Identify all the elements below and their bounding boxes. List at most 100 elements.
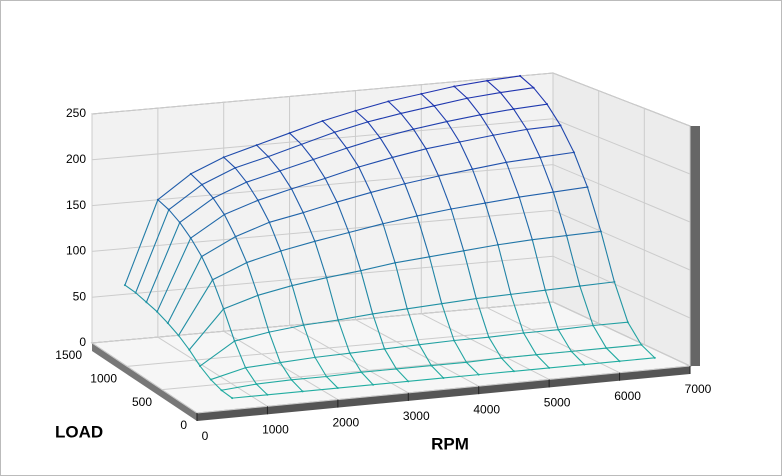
surface-edge [279, 362, 292, 381]
grid-line [91, 301, 691, 367]
surface-edge [431, 365, 444, 379]
surface-edge [199, 365, 212, 380]
z-tick-label: 150 [66, 198, 86, 212]
surface-edge [302, 212, 316, 242]
surface-edge [135, 209, 170, 293]
surface-edge [573, 152, 588, 188]
surface-edge [124, 199, 159, 286]
surface-edge [500, 357, 515, 372]
surface-point [300, 143, 303, 146]
surface-edge [526, 129, 541, 158]
surface-edge [544, 290, 559, 330]
surface-edge [246, 181, 259, 201]
surface-edge [268, 222, 282, 252]
z-tick-label: 100 [66, 244, 86, 258]
surface-edge [463, 244, 499, 252]
surface-edge [586, 186, 602, 232]
surface-point [613, 280, 616, 283]
surface-edge [280, 250, 293, 286]
surface-edge [279, 170, 293, 190]
surface-point [466, 97, 469, 100]
surface-edge [486, 80, 501, 93]
surface-edge [500, 87, 534, 94]
surface-edge [466, 357, 502, 363]
surface-point [420, 92, 423, 95]
surface-edge [379, 137, 393, 158]
surface-edge [421, 85, 455, 95]
surface-edge [302, 387, 338, 392]
surface-point [522, 331, 525, 334]
surface-point [653, 356, 656, 359]
surface-point [302, 324, 305, 327]
surface-edge [337, 319, 351, 354]
surface-edge [584, 360, 620, 366]
surface-edge [314, 352, 350, 358]
surface-edge [280, 240, 316, 252]
surface-edge [355, 110, 369, 123]
surface-edge [291, 188, 304, 213]
grid-line [355, 319, 479, 387]
surface-edge [349, 348, 385, 354]
surface-edge [358, 166, 372, 193]
surface-edge [480, 108, 514, 116]
x-tick-label: 2000 [333, 416, 360, 430]
surface-point [244, 366, 247, 369]
surface-edge [167, 322, 179, 336]
surface-edge [463, 250, 477, 299]
surface-edge [382, 215, 418, 225]
surface-edge [234, 340, 247, 368]
surface-edge [605, 347, 620, 362]
surface-edge [268, 143, 302, 158]
surface-edge [566, 235, 581, 287]
surface-edge [324, 178, 338, 203]
left-edge [92, 343, 197, 421]
surface-edge [395, 256, 430, 264]
surface-edge [291, 177, 326, 190]
surface-point [347, 231, 350, 234]
surface-point [458, 141, 461, 144]
surface-edge [475, 298, 490, 338]
surface-edge [467, 91, 501, 99]
surface-edge [453, 85, 468, 99]
surface-point [453, 339, 456, 342]
surface-point [211, 278, 214, 281]
surface-edge [348, 232, 362, 271]
surface-edge [234, 167, 247, 183]
surface-edge [268, 324, 304, 333]
surface-point [336, 201, 339, 204]
surface-point [266, 393, 269, 396]
surface-point [268, 331, 271, 334]
grid-line [91, 72, 691, 127]
surface-edge [190, 173, 203, 186]
surface-point [189, 172, 192, 175]
grid-line [196, 365, 691, 414]
surface-edge [404, 183, 418, 217]
surface-edge [546, 103, 561, 126]
surface-point [546, 103, 549, 106]
surface-edge [579, 285, 594, 326]
surface-point [369, 191, 372, 194]
surface-edge [513, 367, 550, 372]
surface-point [200, 183, 203, 186]
surface-edge [289, 132, 302, 145]
surface-edge [485, 196, 520, 204]
surface-point [605, 347, 608, 350]
surface-edge [431, 361, 467, 367]
surface-edge [425, 141, 460, 150]
surface-edge [592, 325, 607, 349]
surface-edge [438, 168, 473, 177]
surface-point [255, 383, 258, 386]
surface-edge [453, 340, 467, 363]
surface-edge [212, 262, 247, 281]
surface-edge [627, 321, 642, 346]
surface-point [559, 124, 562, 127]
x-tick-label: 4000 [473, 402, 500, 416]
surface-edge [438, 175, 452, 210]
surface-edge [513, 103, 548, 110]
surface-edge [535, 354, 550, 369]
surface-point [290, 187, 293, 190]
surface-point [394, 261, 397, 264]
surface-point [256, 294, 259, 297]
surface-point [572, 151, 575, 154]
surface-edge [519, 191, 554, 198]
